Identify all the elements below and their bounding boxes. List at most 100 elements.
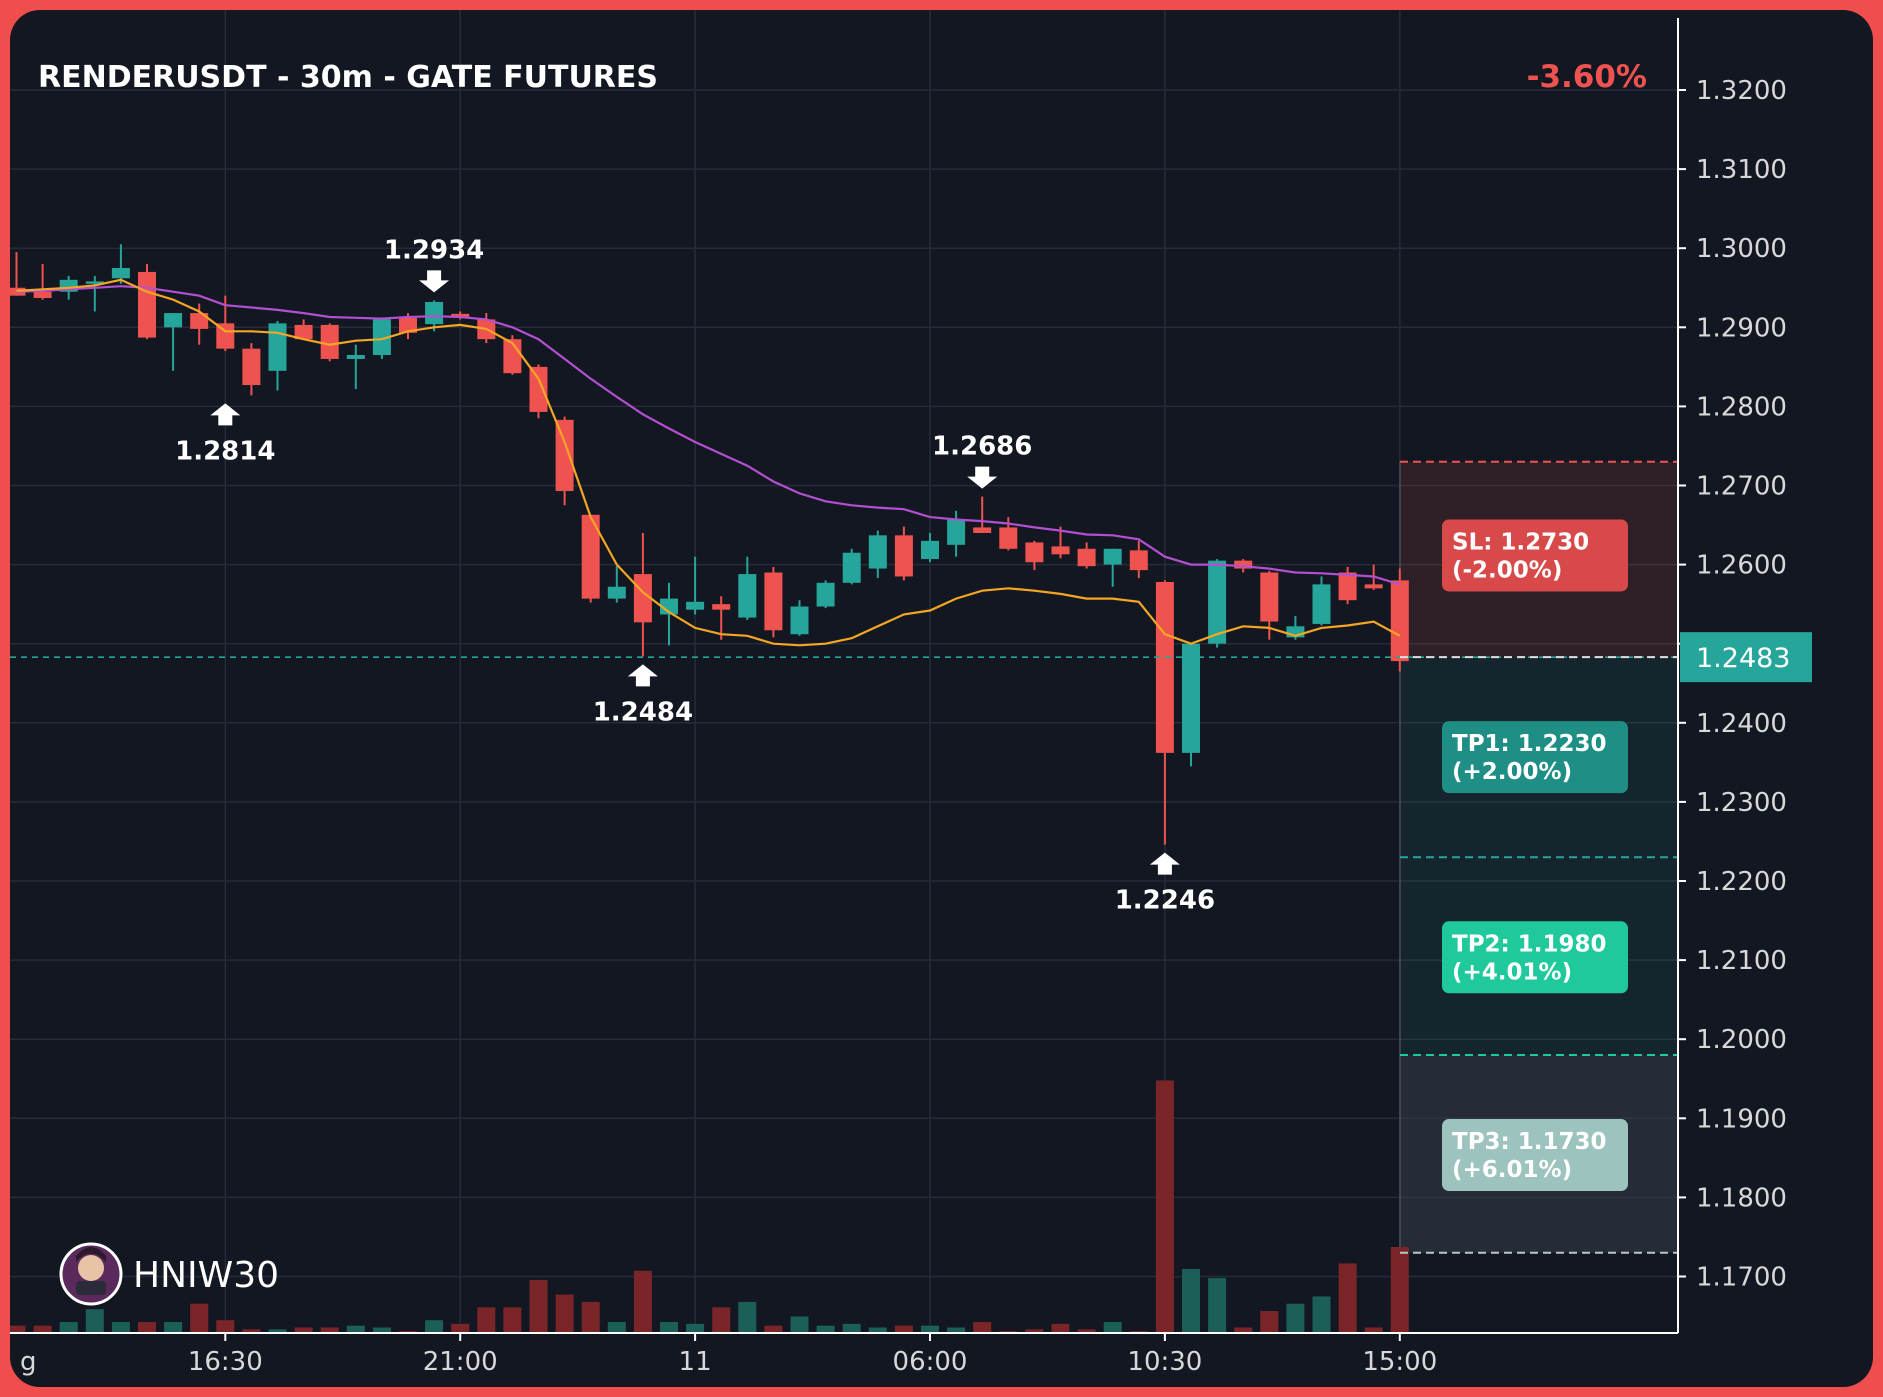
volume-bar (242, 1329, 261, 1333)
volume-bar (894, 1325, 913, 1333)
current-price-label: 1.2483 (1696, 643, 1790, 674)
level-label-box (1442, 921, 1628, 994)
candle-body (1155, 582, 1174, 753)
volume-bar (1338, 1263, 1357, 1333)
candle-body (921, 540, 939, 560)
candle-body (660, 598, 678, 615)
volume-bar (1155, 1080, 1174, 1333)
candle-body (1364, 584, 1383, 589)
candle-body (790, 606, 809, 635)
candle (1051, 526, 1070, 559)
volume-bar (85, 1309, 104, 1333)
volume-bar (477, 1307, 496, 1333)
candle-body (425, 301, 444, 325)
candle-body (973, 527, 992, 533)
candle (111, 244, 130, 284)
pivot-high-marker: 1.2934 (384, 235, 484, 293)
level-label-percent: (-2.00%) (1452, 557, 1562, 583)
y-tick-label: 1.3000 (1696, 234, 1787, 264)
volume-bar (1312, 1296, 1331, 1333)
volume-bar (712, 1307, 731, 1333)
y-tick-label: 1.2200 (1696, 867, 1787, 897)
level-label-sl: SL: 1.2730(-2.00%) (1442, 519, 1628, 592)
x-tick-label: 16:30 (188, 1347, 263, 1377)
x-tick-label: 21:00 (423, 1347, 498, 1377)
candle (529, 364, 548, 419)
candle-body (1390, 580, 1409, 662)
level-label-price: TP2: 1.1980 (1452, 931, 1607, 957)
candle (921, 532, 939, 563)
volume-bar (1390, 1246, 1409, 1333)
candle-body (842, 552, 861, 583)
candle (712, 596, 731, 640)
username: HNIW30 (133, 1255, 279, 1296)
candle-body (85, 281, 104, 284)
volume-bar (555, 1294, 574, 1333)
x-tick-label: 10:30 (1127, 1347, 1202, 1377)
candle (10, 252, 26, 296)
y-tick-label: 1.2000 (1696, 1025, 1787, 1055)
volume-bar (10, 1325, 26, 1333)
level-label-price: TP1: 1.2230 (1452, 731, 1607, 757)
candle (138, 264, 156, 340)
avatar-icon (59, 1242, 123, 1306)
volume-bar (59, 1322, 78, 1333)
arrow-up-icon (627, 664, 658, 687)
candle-body (1234, 560, 1253, 569)
candle (164, 313, 183, 371)
volume-bar (1260, 1311, 1279, 1333)
volume-bar (1286, 1303, 1305, 1333)
pivot-low-marker: 1.2814 (175, 403, 275, 466)
volume-bar (816, 1325, 835, 1333)
candle-body (294, 324, 313, 340)
volume-bar (190, 1303, 209, 1333)
volume-bar (790, 1316, 809, 1333)
candle-body (1051, 546, 1070, 555)
volume-bar (1364, 1327, 1383, 1333)
ma-slow-line (16, 285, 1401, 586)
x-tick-label: 11 (679, 1347, 712, 1377)
candle (660, 582, 678, 646)
arrow-down-icon (419, 270, 450, 293)
chart-frame: 1.2814 1.2934 1.2484 1.2686 1.2246 SL: 1.273… (10, 10, 1873, 1387)
volume-bars (10, 1080, 1409, 1333)
level-label-tp2: TP2: 1.1980(+4.01%) (1442, 921, 1628, 994)
level-label-tp1: TP1: 1.2230(+2.00%) (1442, 721, 1628, 794)
candle-body (268, 323, 287, 371)
candle-body (1260, 572, 1279, 622)
candle-body (138, 271, 156, 338)
candle (1155, 580, 1174, 845)
volume-bar (633, 1270, 652, 1333)
candle (973, 496, 992, 533)
candle (947, 510, 966, 557)
level-label-tp3: TP3: 1.1730(+6.01%) (1442, 1119, 1628, 1192)
y-tick-label: 1.3100 (1696, 155, 1787, 185)
arrow-up-icon (210, 403, 241, 426)
candle-body (581, 514, 600, 599)
y-tick-label: 1.3200 (1696, 76, 1787, 106)
candle-body (111, 267, 130, 279)
volume-bar (320, 1327, 339, 1333)
candle-body (320, 324, 339, 359)
candle-body (33, 291, 52, 299)
level-label-percent: (+6.01%) (1452, 1157, 1572, 1183)
candle-body (947, 519, 966, 545)
candle (555, 416, 574, 506)
take-profit-zone (1400, 657, 1678, 1056)
candle (1077, 542, 1096, 569)
volume-bar (503, 1307, 522, 1333)
price-chart[interactable]: 1.2814 1.2934 1.2484 1.2686 1.2246 SL: 1.273… (10, 10, 1873, 1387)
candle (1312, 576, 1331, 626)
volume-bar (346, 1325, 365, 1333)
candle-body (529, 366, 548, 412)
candle (294, 319, 313, 340)
volume-bar (529, 1279, 548, 1333)
volume-bar (372, 1327, 391, 1333)
candle-body (451, 313, 470, 318)
candle (633, 532, 652, 657)
candle (85, 275, 104, 312)
candle-body (1077, 548, 1096, 567)
volume-bar (1234, 1327, 1253, 1333)
candle (894, 526, 913, 581)
volume-bar (868, 1327, 887, 1333)
